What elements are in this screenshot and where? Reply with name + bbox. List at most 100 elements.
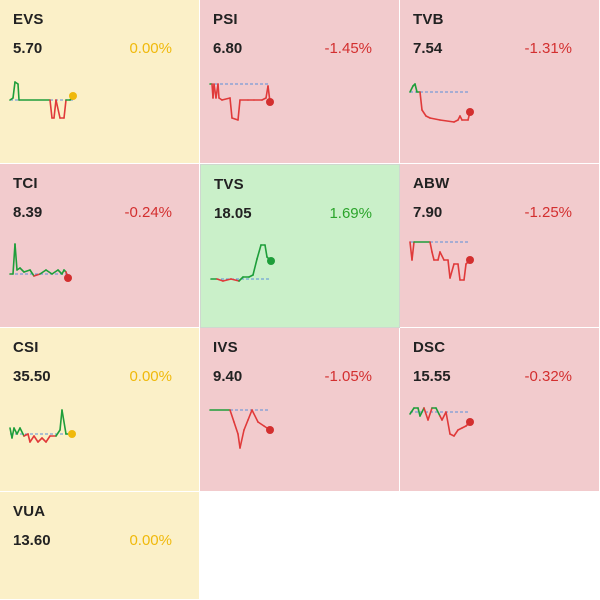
sparkline-segment xyxy=(16,427,21,435)
sparkline-segment xyxy=(243,419,249,431)
sparkline-segment xyxy=(45,435,51,443)
sparkline-segment xyxy=(37,437,43,443)
last-price: 18.05 xyxy=(214,205,252,222)
sparkline-segment xyxy=(429,117,441,121)
sparkline-segment xyxy=(441,411,447,421)
last-price-dot xyxy=(466,256,474,264)
last-price: 7.90 xyxy=(413,204,443,221)
sparkline-segment xyxy=(217,83,220,99)
percent-change: -1.31% xyxy=(524,40,572,57)
ticker-symbol: IVS xyxy=(213,339,238,356)
last-price-dot xyxy=(64,274,72,282)
last-price-dot xyxy=(466,418,474,426)
sparkline-segment xyxy=(237,99,241,121)
sparkline-segment xyxy=(49,99,53,119)
stock-tile-abw[interactable]: ABW 7.90 -1.25% xyxy=(400,164,600,328)
percent-change: 1.69% xyxy=(329,205,372,222)
sparkline-segment xyxy=(216,278,224,282)
sparkline-segment xyxy=(421,109,427,117)
sparkline-segment xyxy=(439,119,455,123)
sparkline-segment xyxy=(453,429,459,437)
sparkline-segment xyxy=(61,409,67,435)
last-price: 8.39 xyxy=(13,204,43,221)
stock-tile-dsc[interactable]: DSC 15.55 -0.32% xyxy=(400,328,600,492)
sparkline-segment xyxy=(57,269,63,275)
sparkline-chart xyxy=(209,409,274,449)
sparkline-segment xyxy=(411,241,415,261)
ticker-symbol: TVB xyxy=(413,11,444,28)
sparkline-segment xyxy=(417,407,421,417)
sparkline-segment xyxy=(33,273,41,277)
sparkline-segment xyxy=(229,409,235,423)
sparkline-segment xyxy=(256,244,262,260)
sparkline-chart xyxy=(409,407,474,437)
sparkline-segment xyxy=(231,117,239,121)
sparkline-segment xyxy=(419,91,423,111)
stock-tile-tvs[interactable]: TVS 18.05 1.69% xyxy=(200,164,400,328)
sparkline-segment xyxy=(39,269,47,275)
sparkline-segment xyxy=(237,433,241,449)
sparkline-segment xyxy=(252,258,258,276)
percent-change: -0.24% xyxy=(124,204,172,221)
percent-change: -0.32% xyxy=(524,368,572,385)
ticker-symbol: DSC xyxy=(413,339,446,356)
sparkline-segment xyxy=(437,251,441,261)
sparkline-segment xyxy=(409,85,414,93)
ticker-symbol: EVS xyxy=(13,11,44,28)
last-price: 13.60 xyxy=(13,532,51,549)
stock-tile-tci[interactable]: TCI 8.39 -0.24% xyxy=(0,164,200,328)
last-price: 15.55 xyxy=(413,368,451,385)
sparkline-segment xyxy=(221,97,231,101)
sparkline-segment xyxy=(230,278,240,282)
sparkline-segment xyxy=(257,421,265,427)
sparkline-chart xyxy=(9,81,77,119)
last-price: 6.80 xyxy=(213,40,243,57)
sparkline-segment xyxy=(447,259,451,279)
sparkline-chart xyxy=(210,244,275,282)
sparkline-segment xyxy=(463,263,467,281)
sparkline-segment xyxy=(11,427,15,439)
sparkline-segment xyxy=(27,433,31,443)
sparkline-segment xyxy=(229,97,233,119)
sparkline-segment xyxy=(445,411,451,435)
sparkline-segment xyxy=(222,278,232,282)
stock-tile-csi[interactable]: CSI 35.50 0.00% xyxy=(0,328,200,492)
last-price-dot xyxy=(266,98,274,106)
last-price: 9.40 xyxy=(213,368,243,385)
stock-tile-vua[interactable]: VUA 13.60 0.00% xyxy=(0,492,200,600)
sparkline-segment xyxy=(41,437,47,443)
sparkline-segment xyxy=(414,83,418,93)
percent-change: 0.00% xyxy=(129,368,172,385)
stock-tile-evs[interactable]: EVS 5.70 0.00% xyxy=(0,0,200,164)
stock-tile-psi[interactable]: PSI 6.80 -1.45% xyxy=(200,0,400,164)
last-price-dot xyxy=(267,257,275,265)
sparkline-segment xyxy=(449,263,455,279)
stock-tile-ivs[interactable]: IVS 9.40 -1.05% xyxy=(200,328,400,492)
sparkline-segment xyxy=(423,407,429,421)
sparkline-segment xyxy=(247,409,253,421)
last-price-dot xyxy=(69,92,77,100)
sparkline-segment xyxy=(427,407,433,421)
ticker-symbol: TCI xyxy=(13,175,38,192)
sparkline-segment xyxy=(12,81,16,99)
sparkline-segment xyxy=(59,409,63,431)
stock-tile-tvb[interactable]: TVB 7.54 -1.31% xyxy=(400,0,600,164)
sparkline-segment xyxy=(63,99,67,119)
ticker-symbol: ABW xyxy=(413,175,450,192)
sparkline-segment xyxy=(19,427,25,437)
sparkline-segment xyxy=(13,427,18,435)
sparkline-segment xyxy=(23,269,31,273)
sparkline-segment xyxy=(19,267,25,273)
sparkline-chart xyxy=(409,241,474,281)
percent-change: -1.45% xyxy=(324,40,372,57)
percent-change: 0.00% xyxy=(129,532,172,549)
last-price: 35.50 xyxy=(13,368,51,385)
sparkline-segment xyxy=(419,407,425,417)
sparkline-chart xyxy=(209,83,274,121)
sparkline-segment xyxy=(51,269,59,275)
sparkline-segment xyxy=(17,83,20,101)
sparkline-segment xyxy=(29,269,35,277)
sparkline-segment xyxy=(45,269,53,275)
percent-change: -1.05% xyxy=(324,368,372,385)
